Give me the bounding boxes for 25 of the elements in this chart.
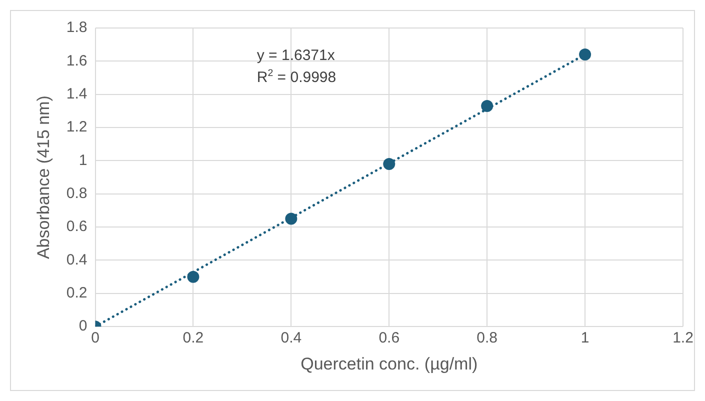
y-tick-label: 0.4 <box>66 251 88 268</box>
y-tick-label: 0.6 <box>66 218 88 236</box>
y-tick-label: 0 <box>78 318 88 335</box>
y-tick-label: 0.8 <box>66 185 88 202</box>
x-tick-label: 1 <box>580 330 590 347</box>
point <box>579 48 592 61</box>
x-tick-label: 0.2 <box>182 330 204 347</box>
annotation: y = 1.6371x <box>256 47 336 64</box>
point <box>285 212 298 225</box>
x-tick-label: 0.6 <box>378 330 400 347</box>
x-tick-label: 0.8 <box>476 330 498 347</box>
point <box>481 100 494 112</box>
point <box>383 158 396 170</box>
y-tick-label: 1.8 <box>66 19 88 36</box>
point <box>187 270 200 283</box>
y-tick-label: 1.6 <box>66 52 88 70</box>
x-tick-label: 1.2 <box>672 330 694 347</box>
y-tick-label: 1 <box>78 152 88 169</box>
y-tick-label: 0.2 <box>66 284 88 302</box>
x-tick-label: 0 <box>91 330 100 347</box>
y-tick-label: 1.4 <box>66 85 88 102</box>
y-tick-label: 1.2 <box>66 118 88 136</box>
x-axis-title: Quercetin conc. (µg/ml) <box>300 354 478 374</box>
x-tick-label: 0.4 <box>280 330 302 347</box>
y-axis-title: Absorbance (415 nm) <box>34 96 53 260</box>
